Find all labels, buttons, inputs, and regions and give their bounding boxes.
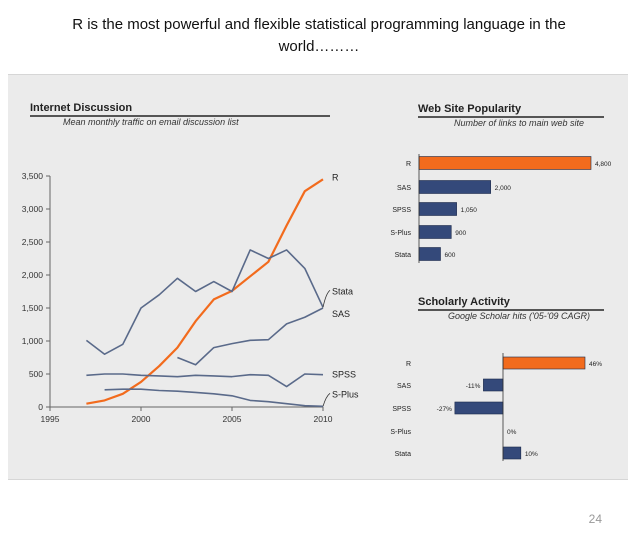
bar-s-plus — [418, 225, 452, 239]
scholarly-activity-bar-chart: R 46% SAS -11% SPSS -27% S-Plus 0% Stata 10% — [390, 353, 602, 461]
bar-r — [418, 156, 592, 170]
series-line-spss — [86, 373, 324, 388]
y-tick-label: 3,500 — [22, 171, 44, 181]
web-popularity-bar-chart: R 4,800 SAS 2,000 SPSS 1,050 S-Plus 900 Stata 600 — [390, 154, 612, 263]
bar-chart-2-title-rule — [418, 309, 604, 311]
slide-title: R is the most powerful and flexible stat… — [0, 14, 638, 58]
series-line-r — [86, 178, 324, 405]
bar-chart-2-subtitle: Google Scholar hits ('05-'09 CAGR) — [448, 311, 590, 321]
series-label-sas: SAS — [332, 309, 350, 319]
y-tick-label: 0 — [38, 402, 43, 412]
line-chart-title-rule — [30, 115, 330, 117]
y-tick-label: 1,500 — [22, 303, 44, 313]
bar-sas — [418, 180, 491, 194]
category-label-spss: SPSS — [392, 207, 411, 214]
series-line-stata — [85, 249, 324, 356]
charts-svg: Internet Discussion Mean monthly traffic… — [22, 102, 612, 461]
category-label-s-plus: S-Plus — [390, 230, 411, 237]
value-label-spss: 1,050 — [461, 207, 478, 214]
slide-title-line-1: R is the most powerful and flexible stat… — [72, 16, 566, 33]
line-chart: 0 500 1,000 1,500 2,000 2,500 3,000 3,500 1995 20… — [22, 171, 359, 424]
y-tick-label: 2,000 — [22, 270, 44, 280]
x-tick-label: 2000 — [132, 414, 151, 424]
value-label-stata: 10% — [525, 451, 538, 458]
value-label-r: 4,800 — [595, 161, 612, 168]
bar-stata — [502, 446, 522, 460]
value-label-spss: -27% — [437, 406, 452, 413]
x-tick-label: 1995 — [41, 414, 60, 424]
series-label-stata: Stata — [332, 286, 353, 296]
y-tick-label: 1,000 — [22, 336, 44, 346]
stata-leader-line — [322, 290, 331, 308]
category-label-sas: SAS — [397, 185, 411, 192]
x-tick-label: 2010 — [314, 414, 333, 424]
bar-sas — [483, 378, 504, 392]
y-tick-label: 3,000 — [22, 204, 44, 214]
value-label-r: 46% — [589, 361, 602, 368]
bar-r — [502, 356, 586, 370]
y-tick-label: 500 — [29, 369, 43, 379]
value-label-sas: -11% — [466, 383, 481, 390]
value-label-s-plus: 900 — [455, 230, 466, 237]
series-line-sas — [177, 307, 324, 366]
series-label-spss: SPSS — [332, 370, 356, 380]
bar-spss — [454, 401, 504, 415]
category-label-stata: Stata — [395, 252, 411, 259]
bar-chart-1-title: Web Site Popularity — [418, 103, 522, 115]
splus-leader-line — [322, 393, 331, 407]
slide-title-line-2: world……… — [278, 38, 360, 55]
line-chart-subtitle: Mean monthly traffic on email discussion… — [63, 117, 239, 127]
value-label-s-plus: 0% — [507, 429, 517, 436]
page-number: 24 — [588, 512, 602, 526]
category-label-r: R — [406, 161, 411, 168]
series-line-s-plus — [104, 388, 324, 408]
bar-chart-1-title-rule — [418, 116, 604, 118]
bar-stata — [418, 247, 441, 261]
bar-chart-1-subtitle: Number of links to main web site — [454, 118, 584, 128]
category-label-stata: Stata — [395, 451, 411, 458]
y-tick-label: 2,500 — [22, 237, 44, 247]
x-tick-label: 2005 — [223, 414, 242, 424]
chart-panel: Internet Discussion Mean monthly traffic… — [8, 74, 628, 480]
line-chart-title: Internet Discussion — [30, 102, 132, 114]
value-label-stata: 600 — [445, 252, 456, 259]
category-label-sas: SAS — [397, 383, 411, 390]
bar-spss — [418, 202, 457, 216]
category-label-spss: SPSS — [392, 406, 411, 413]
series-label-s-plus: S-Plus — [332, 389, 359, 399]
category-label-s-plus: S-Plus — [390, 429, 411, 436]
bar-chart-2-title: Scholarly Activity — [418, 296, 511, 308]
value-label-sas: 2,000 — [495, 185, 512, 192]
series-label-r: R — [332, 172, 339, 182]
category-label-r: R — [406, 361, 411, 368]
